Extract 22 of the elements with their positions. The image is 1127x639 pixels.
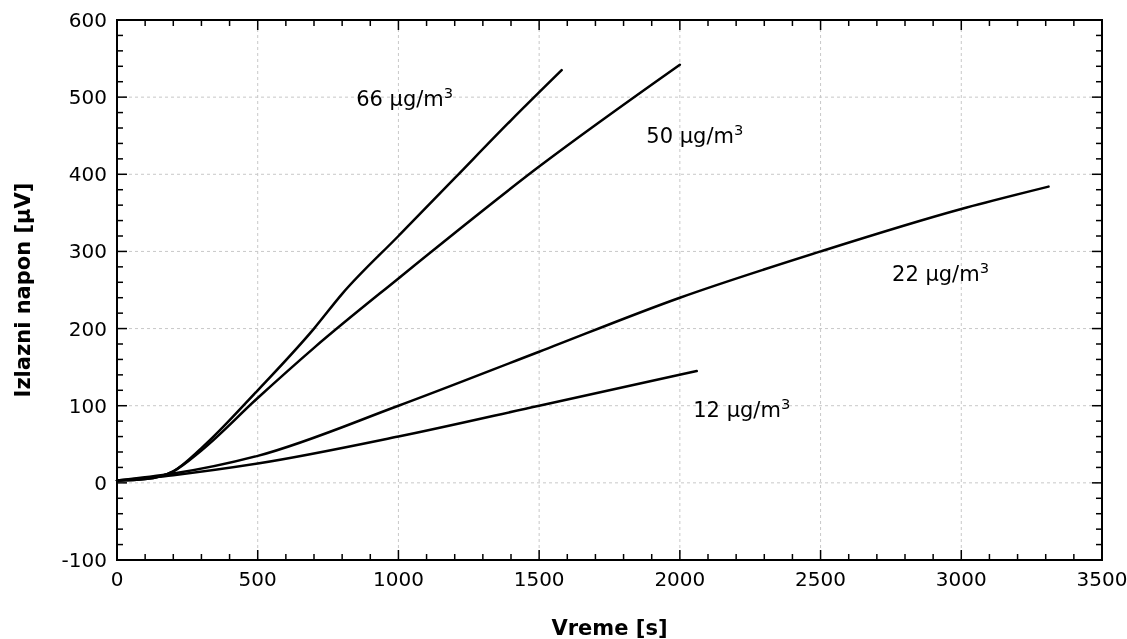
y-tick-label: 400 — [68, 162, 107, 187]
x-tick-label: 2000 — [654, 567, 706, 591]
x-tick-label: 0 — [110, 567, 124, 591]
series-label: 22 µg/m$^{3}$ — [892, 258, 990, 286]
x-tick-label: 3500 — [1076, 567, 1127, 591]
y-tick-label: 300 — [68, 239, 107, 264]
x-tick-label: 500 — [238, 567, 277, 591]
y-tick-label: 200 — [68, 316, 107, 341]
y-tick-label: 0 — [94, 470, 107, 495]
x-tick-label: 1500 — [513, 567, 565, 591]
x-tick-label: 2500 — [795, 567, 847, 591]
y-tick-label: 500 — [68, 85, 107, 110]
y-tick-label: -100 — [61, 548, 107, 572]
text: 66 µg/m$^{3}$ — [356, 83, 454, 112]
y-tick-label: 600 — [68, 8, 107, 32]
x-tick-label: 1000 — [372, 567, 424, 591]
x-axis-title: Vreme [s] — [551, 616, 668, 639]
y-axis-title: Izlazni napon [µV] — [11, 182, 35, 398]
series-label: 50 µg/m$^{3}$ — [646, 120, 744, 148]
x-tick-label: 3000 — [935, 567, 987, 591]
y-tick-label: 100 — [68, 393, 107, 418]
series-label: 12 µg/m$^{3}$ — [693, 394, 791, 422]
